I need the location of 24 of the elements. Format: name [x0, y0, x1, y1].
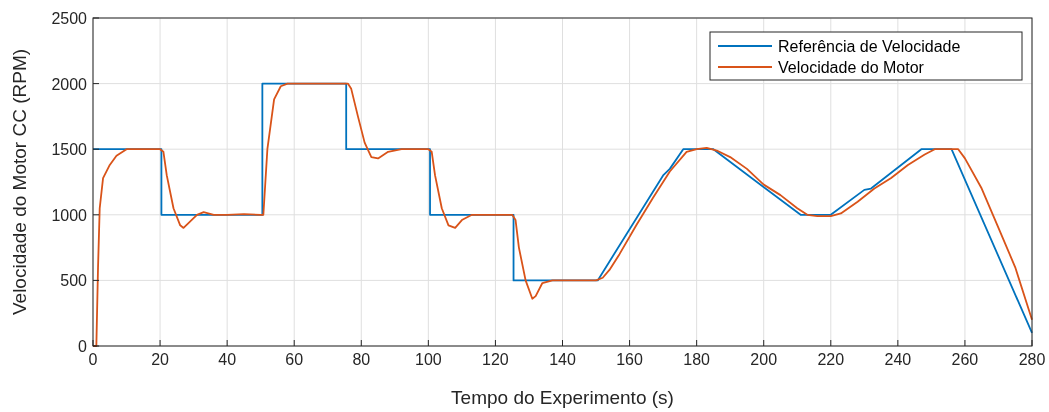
x-tick-label: 260	[951, 351, 979, 368]
x-tick-label: 200	[750, 351, 778, 368]
y-tick-label: 2500	[51, 10, 88, 27]
y-tick-label: 2000	[51, 75, 88, 93]
x-tick-label: 40	[218, 351, 237, 368]
y-tick-label: 500	[60, 272, 88, 290]
x-tick-label: 220	[817, 351, 845, 368]
x-tick-label: 100	[415, 351, 442, 368]
y-tick-label: 0	[78, 338, 88, 355]
legend-label: Referência de Velocidade	[778, 38, 961, 55]
x-tick-label: 20	[151, 351, 170, 368]
x-tick-label: 180	[683, 351, 711, 368]
x-tick-label: 240	[884, 351, 912, 368]
y-tick-label: 1500	[51, 141, 88, 159]
x-tick-label: 120	[482, 351, 509, 368]
y-tick-label: 1000	[51, 206, 88, 224]
x-tick-label: 60	[285, 351, 304, 368]
x-tick-label: 280	[1018, 351, 1046, 368]
x-tick-label: 140	[549, 351, 576, 368]
x-tick-label: 160	[616, 351, 644, 368]
y-axis-title: Velocidade do Motor CC (RPM)	[9, 48, 30, 316]
x-axis-title: Tempo do Experimento (s)	[451, 387, 674, 408]
x-tick-label: 80	[352, 351, 371, 368]
legend-label: Velocidade do Motor	[778, 59, 925, 76]
